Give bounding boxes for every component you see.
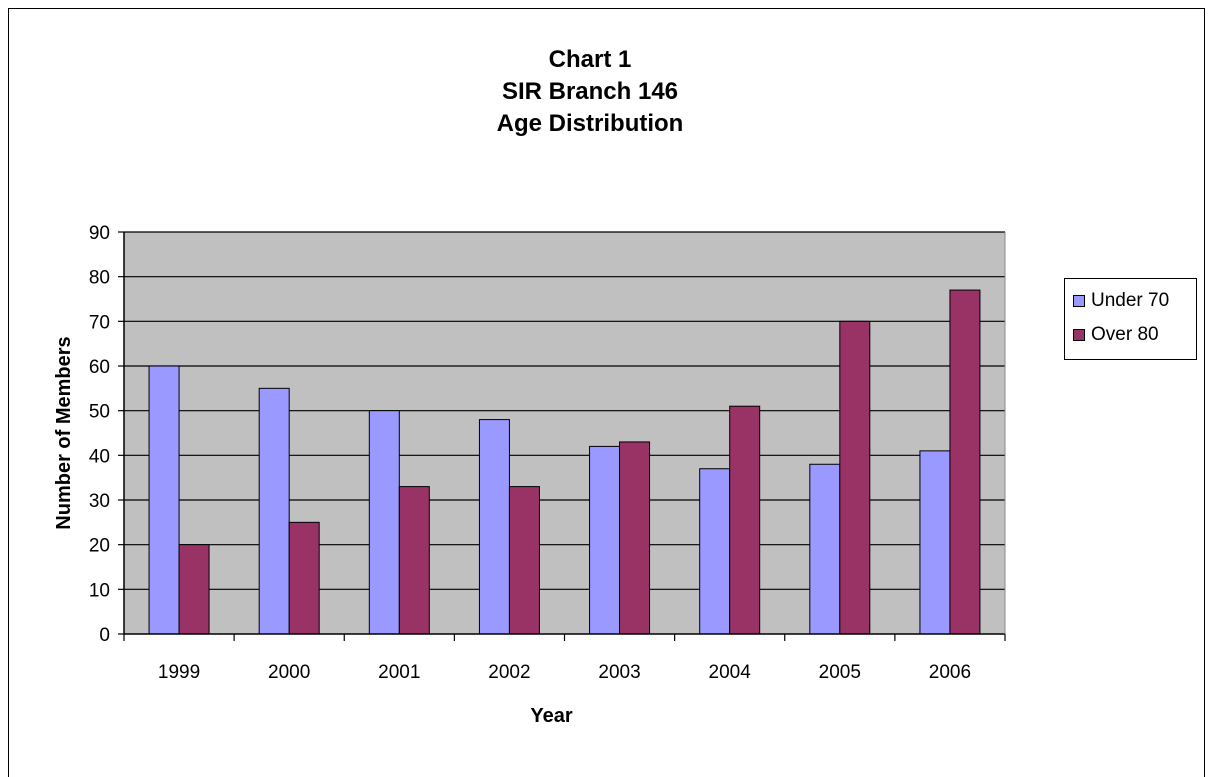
x-tick-label-2006: 2006 [929, 662, 971, 683]
legend: Under 70 Over 80 [1064, 278, 1197, 360]
x-axis-title: Year [530, 705, 572, 727]
bar-under-70-2001 [368, 410, 400, 635]
x-tick-label-1999: 1999 [158, 662, 200, 683]
chart-title-line-2: SIR Branch 146 [501, 78, 679, 105]
x-tick-label-2005: 2005 [819, 662, 861, 683]
legend-item-under-70: Under 70 [1073, 289, 1169, 313]
x-tick-label-2002: 2002 [488, 662, 530, 683]
bars [148, 289, 981, 635]
y-tick-label-0: 0 [99, 625, 110, 646]
bar-under-70-1999 [148, 365, 180, 635]
x-tick-label-2001: 2001 [378, 662, 420, 683]
y-tick-label-50: 50 [89, 402, 110, 423]
bar-over-80-2003 [619, 441, 651, 635]
y-tick-label-10: 10 [89, 580, 110, 601]
legend-item-over-80: Over 80 [1073, 323, 1159, 347]
bar-under-70-2000 [258, 387, 290, 635]
y-tick-label-80: 80 [89, 268, 110, 289]
bar-over-80-2000 [288, 521, 320, 635]
bar-under-70-2004 [699, 468, 731, 635]
axes [118, 231, 1006, 641]
bar-under-70-2005 [809, 463, 841, 635]
y-axis-title: Number of Members [53, 336, 75, 529]
legend-label-over-80: Over 80 [1091, 324, 1159, 345]
y-tick-label-70: 70 [89, 312, 110, 333]
bar-over-80-2001 [398, 486, 430, 635]
bar-under-70-2003 [589, 445, 621, 635]
bar-under-70-2006 [919, 450, 951, 635]
y-tick-label-30: 30 [89, 491, 110, 512]
y-tick-labels: 0 10 20 30 40 50 60 70 80 90 [89, 223, 110, 646]
bar-under-70-2002 [478, 419, 510, 635]
y-tick-label-60: 60 [89, 357, 110, 378]
y-tick-label-90: 90 [89, 223, 110, 244]
chart-title: Chart 1 SIR Branch 146 Age Distribution [0, 44, 1180, 140]
chart-title-line-3: Age Distribution [496, 110, 684, 137]
chart-title-line-1: Chart 1 [548, 46, 632, 73]
x-tick-label-2004: 2004 [709, 662, 752, 683]
x-tick-labels: 1999 2000 2001 2002 2003 2004 2005 2006 [158, 662, 971, 683]
legend-label-under-70: Under 70 [1091, 290, 1170, 311]
bar-over-80-2004 [729, 405, 761, 635]
x-tick-label-2003: 2003 [598, 662, 640, 683]
bar-over-80-2002 [508, 486, 540, 635]
legend-swatch-under-70 [1073, 295, 1085, 307]
bar-over-80-2006 [949, 289, 981, 635]
bar-over-80-2005 [839, 320, 871, 635]
plot-area [124, 232, 1005, 634]
bar-over-80-1999 [178, 544, 210, 635]
x-tick-label-2000: 2000 [268, 662, 310, 683]
legend-swatch-over-80 [1073, 329, 1085, 341]
y-tick-label-20: 20 [89, 536, 110, 557]
y-tick-label-40: 40 [89, 446, 110, 467]
